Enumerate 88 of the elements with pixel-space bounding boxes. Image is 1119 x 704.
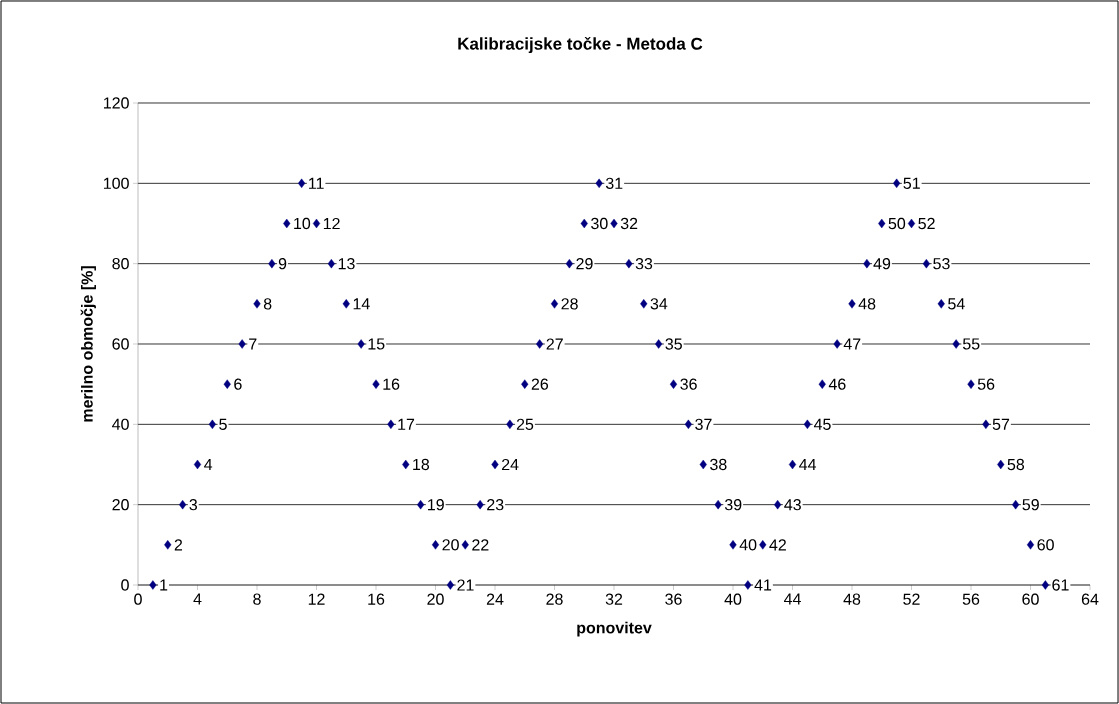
annotation: 16 [383, 378, 400, 390]
annotation: 33 [635, 258, 653, 270]
annotation: 21 [457, 579, 474, 591]
x-tick-label: 60 [1022, 593, 1039, 605]
annotation: 60 [1037, 539, 1054, 551]
annotation: 55 [962, 338, 980, 350]
annotation: 31 [605, 177, 623, 189]
y-tick-label: 120 [104, 97, 129, 109]
x-tick-label: 40 [724, 593, 742, 605]
x-tick-label: 0 [134, 593, 142, 605]
annotation: 18 [413, 458, 430, 471]
annotation: 11 [309, 177, 324, 189]
annotation: 10 [294, 217, 311, 230]
annotation: 37 [695, 418, 712, 430]
annotation: 43 [784, 499, 801, 511]
annotation: 24 [502, 458, 519, 471]
y-tick-label: 0 [121, 579, 129, 591]
x-tick-label: 36 [665, 593, 682, 605]
annotation: 38 [710, 458, 727, 471]
annotation: 17 [398, 418, 415, 430]
annotation: 28 [561, 298, 578, 310]
y-axis-title: merilno območje [%] [80, 266, 96, 422]
annotation: 19 [428, 499, 444, 511]
y-tick-label: 80 [112, 258, 129, 270]
annotation: 25 [516, 418, 534, 430]
x-tick-label: 64 [1081, 593, 1099, 605]
annotation: 42 [769, 539, 786, 551]
y-tick-label: 20 [112, 499, 129, 511]
annotation: 3 [189, 499, 198, 511]
annotation: 32 [620, 217, 638, 230]
annotation: 13 [338, 258, 355, 270]
annotation: 34 [650, 298, 668, 310]
annotation: 53 [933, 258, 950, 270]
x-tick-label: 16 [368, 593, 385, 605]
x-tick-label: 24 [486, 593, 504, 605]
annotation: 1 [160, 579, 168, 591]
y-tick-label: 40 [112, 418, 129, 430]
x-tick-label: 20 [427, 593, 444, 605]
annotation: 9 [278, 258, 287, 270]
annotation: 2 [174, 539, 183, 551]
annotation: 45 [813, 418, 831, 430]
annotation: 54 [948, 298, 965, 310]
annotation: 44 [799, 458, 817, 470]
annotation: 57 [992, 418, 1010, 430]
y-tick-label: 60 [112, 338, 129, 350]
annotation: 4 [204, 458, 213, 470]
annotation: 29 [576, 258, 593, 270]
annotation: 26 [531, 378, 549, 390]
annotation: 6 [234, 378, 242, 390]
annotation: 40 [739, 539, 757, 551]
annotation: 36 [680, 378, 697, 390]
annotation: 27 [546, 338, 563, 350]
annotation: 41 [754, 579, 772, 591]
annotation: 8 [263, 298, 272, 310]
annotation: 23 [487, 499, 504, 511]
annotation: 51 [903, 177, 920, 189]
annotation: 30 [591, 217, 608, 230]
annotation: 52 [918, 217, 935, 230]
x-tick-label: 28 [546, 593, 563, 605]
annotation: 20 [442, 539, 459, 551]
annotation: 47 [843, 338, 861, 350]
annotation: 7 [249, 338, 257, 350]
x-tick-label: 4 [193, 593, 202, 605]
annotation: 61 [1052, 579, 1069, 591]
annotation: 48 [858, 298, 876, 310]
chart-title: Kalibracijske točke - Metoda C [458, 36, 703, 54]
x-tick-label: 12 [308, 593, 325, 605]
annotation: 35 [665, 338, 682, 350]
x-axis-title: ponovitev [577, 621, 652, 637]
annotation: 12 [323, 217, 340, 230]
annotation: 50 [888, 217, 906, 230]
x-tick-label: 56 [962, 593, 980, 605]
annotation: 59 [1022, 499, 1039, 511]
annotation: 15 [368, 338, 385, 350]
annotation: 46 [828, 378, 846, 390]
x-tick-label: 44 [783, 593, 801, 605]
y-tick-label: 100 [104, 177, 129, 189]
annotation: 5 [219, 418, 227, 430]
x-tick-label: 48 [843, 593, 861, 605]
x-tick-label: 52 [903, 593, 920, 605]
annotation: 14 [353, 298, 370, 310]
x-tick-label: 32 [605, 593, 623, 605]
annotation: 56 [977, 378, 995, 390]
annotation: 49 [873, 258, 891, 270]
annotation: 22 [472, 539, 489, 551]
annotation: 39 [724, 499, 742, 511]
annotation: 58 [1007, 458, 1025, 471]
x-tick-label: 8 [253, 593, 261, 605]
